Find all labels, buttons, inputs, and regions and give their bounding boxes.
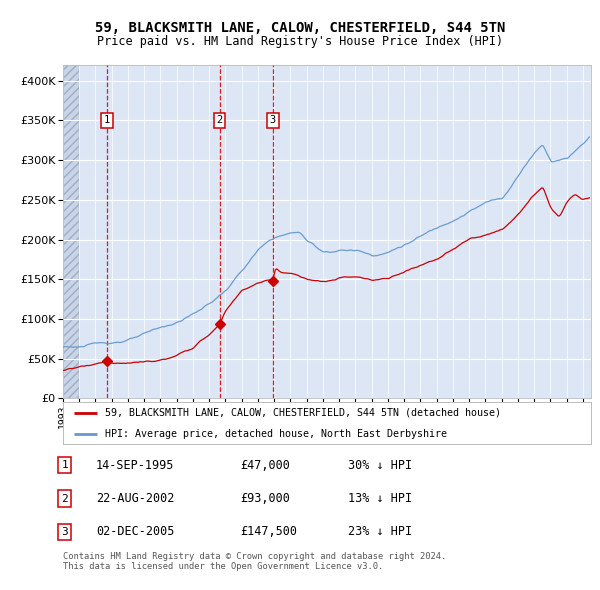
Text: 2: 2 (61, 494, 68, 503)
Text: 14-SEP-1995: 14-SEP-1995 (96, 458, 175, 471)
Text: 13% ↓ HPI: 13% ↓ HPI (348, 492, 412, 505)
Text: 3: 3 (61, 527, 68, 537)
Text: 23% ↓ HPI: 23% ↓ HPI (348, 526, 412, 539)
Text: 1: 1 (61, 460, 68, 470)
Text: 1: 1 (104, 116, 110, 126)
Text: Contains HM Land Registry data © Crown copyright and database right 2024.
This d: Contains HM Land Registry data © Crown c… (63, 552, 446, 571)
Text: £147,500: £147,500 (240, 526, 297, 539)
Text: £47,000: £47,000 (240, 458, 290, 471)
Text: 59, BLACKSMITH LANE, CALOW, CHESTERFIELD, S44 5TN: 59, BLACKSMITH LANE, CALOW, CHESTERFIELD… (95, 21, 505, 35)
Text: HPI: Average price, detached house, North East Derbyshire: HPI: Average price, detached house, Nort… (105, 429, 447, 439)
Text: 02-DEC-2005: 02-DEC-2005 (96, 526, 175, 539)
Text: 59, BLACKSMITH LANE, CALOW, CHESTERFIELD, S44 5TN (detached house): 59, BLACKSMITH LANE, CALOW, CHESTERFIELD… (105, 408, 501, 418)
Text: £93,000: £93,000 (240, 492, 290, 505)
Text: 2: 2 (217, 116, 223, 126)
Text: 30% ↓ HPI: 30% ↓ HPI (348, 458, 412, 471)
Text: 3: 3 (270, 116, 276, 126)
Text: 22-AUG-2002: 22-AUG-2002 (96, 492, 175, 505)
Text: Price paid vs. HM Land Registry's House Price Index (HPI): Price paid vs. HM Land Registry's House … (97, 35, 503, 48)
Bar (63, 65, 79, 398)
